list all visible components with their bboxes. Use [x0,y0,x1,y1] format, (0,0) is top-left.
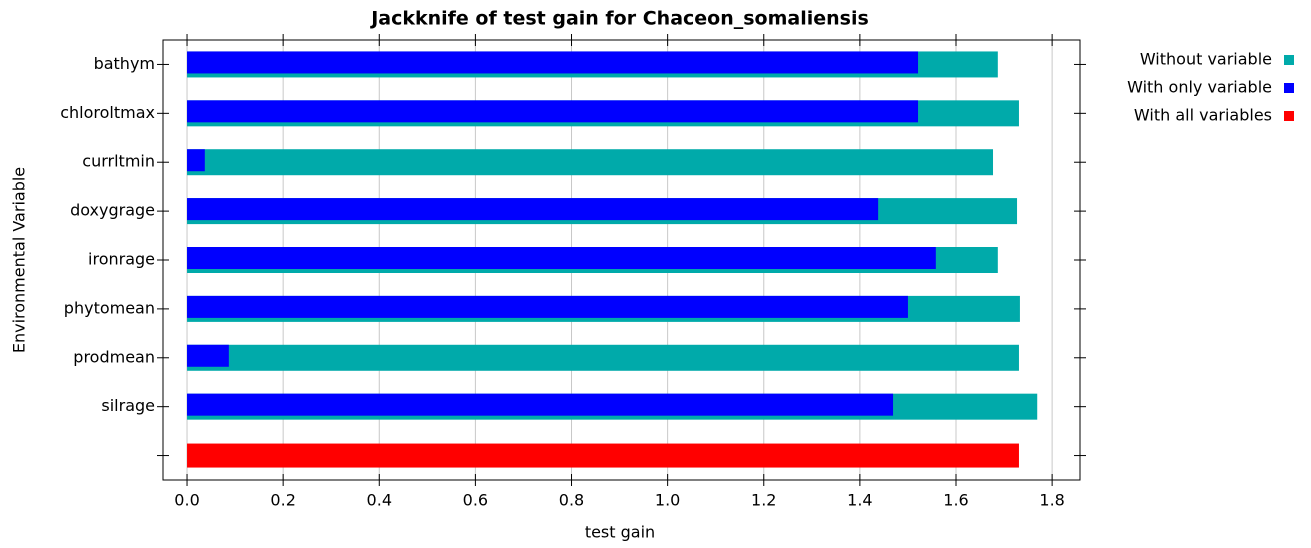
bar [187,198,879,221]
x-axis-label: test gain [585,523,655,542]
legend-label: With all variables [1134,106,1272,125]
bar [187,344,229,367]
bar [187,393,894,416]
legend-swatch [1284,83,1294,93]
x-tick-label: 1.8 [1039,491,1064,510]
bar [187,51,919,74]
y-tick-label: silrage [101,396,155,415]
y-tick-label: currltmin [82,152,155,171]
x-tick-label: 1.6 [943,491,968,510]
bar [187,295,908,318]
legend-swatch [1284,111,1294,121]
x-tick-label: 0.6 [463,491,488,510]
y-tick-label: doxygrage [70,201,155,220]
legend-label: Without variable [1140,50,1272,69]
y-tick-label: phytomean [64,298,155,317]
y-tick-label: prodmean [73,347,155,366]
y-tick-label: bathym [94,54,155,73]
bar [187,247,936,269]
bar [187,100,919,123]
chart-title: Jackknife of test gain for Chaceon_somal… [369,8,869,30]
y-tick-label: ironrage [88,250,155,269]
bar [187,149,205,172]
legend-swatch [1284,55,1294,65]
bar [187,149,994,176]
y-axis-label: Environmental Variable [10,167,29,353]
bar [187,443,1019,468]
bar [187,344,1019,371]
x-tick-label: 0.8 [559,491,584,510]
x-tick-label: 1.0 [655,491,680,510]
x-tick-label: 1.4 [847,491,872,510]
x-tick-label: 1.2 [751,491,776,510]
x-tick-label: 0.2 [270,491,295,510]
x-tick-label: 0.0 [174,491,199,510]
plot-frame [162,39,1081,481]
legend-label: With only variable [1127,78,1272,97]
x-tick-label: 0.4 [367,491,392,510]
y-tick-label: chloroltmax [60,103,155,122]
